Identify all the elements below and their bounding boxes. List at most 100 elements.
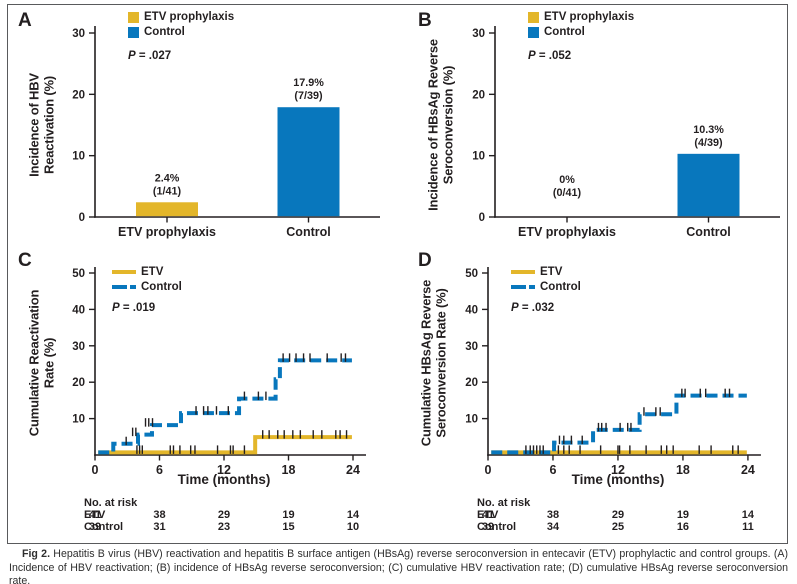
- curve-control: [491, 393, 747, 455]
- svg-text:20: 20: [72, 89, 85, 101]
- svg-text:0: 0: [479, 212, 485, 224]
- panel-c-xlabel: Time (months): [177, 472, 271, 487]
- panel-b-plot: 0 10 20 30 ETV prophylaxis 0%(0/41) Control 10.…: [472, 26, 780, 239]
- risk-table-d-row-control: Control: [477, 521, 517, 533]
- svg-text:20: 20: [465, 377, 478, 389]
- panel-d-xlabel: Time (months): [571, 472, 665, 487]
- svg-text:0: 0: [79, 212, 85, 224]
- svg-text:2.4%: 2.4%: [155, 172, 180, 184]
- svg-text:(0/41): (0/41): [553, 187, 582, 199]
- svg-text:ETV prophylaxis: ETV prophylaxis: [118, 225, 216, 239]
- svg-text:(1/41): (1/41): [153, 185, 182, 197]
- bar-ETV prophylaxis: [136, 202, 198, 217]
- risk-value: 29: [217, 509, 231, 521]
- risk-value: 41: [88, 509, 102, 521]
- risk-value: 10: [346, 521, 360, 533]
- svg-text:10: 10: [465, 414, 478, 426]
- risk-value: 34: [546, 521, 560, 533]
- legend-item-etv: ETV prophylaxis: [128, 11, 234, 23]
- panel-b-letter: B: [418, 10, 432, 31]
- etv-line-swatch-icon: [511, 270, 535, 274]
- svg-text:24: 24: [741, 463, 755, 477]
- svg-text:20: 20: [472, 89, 485, 101]
- svg-text:Control: Control: [286, 225, 330, 239]
- bar-Control: [277, 107, 340, 217]
- svg-text:24: 24: [346, 463, 360, 477]
- legend-item-control: Control: [511, 281, 581, 293]
- risk-table-d-header: No. at risk: [477, 497, 531, 509]
- control-line-swatch-icon: [511, 285, 535, 289]
- legend-item-etv: ETV prophylaxis: [528, 11, 634, 23]
- risk-value: 38: [153, 509, 166, 521]
- panel-d-ylabel: Cumulative HBsAg Reverse Seroconversion R…: [418, 279, 449, 447]
- risk-table-c-row-etv: ETV: [84, 509, 106, 521]
- panel-d-plot: 10 20 30 40 50 0 6 12 18 24: [465, 267, 761, 477]
- svg-text:10: 10: [72, 414, 85, 426]
- panel-d-pvalue: P = .032: [511, 302, 555, 314]
- svg-text:20: 20: [72, 377, 85, 389]
- risk-value: 39: [88, 521, 102, 533]
- svg-text:0%: 0%: [559, 174, 575, 186]
- svg-text:50: 50: [72, 268, 85, 280]
- risk-value: 16: [676, 521, 690, 533]
- risk-table-d-row-etv: ETV: [477, 509, 499, 521]
- risk-value: 19: [676, 509, 690, 521]
- legend-item-control: Control: [128, 26, 234, 38]
- svg-text:18: 18: [282, 463, 296, 477]
- bar-Control: [677, 153, 740, 217]
- svg-text:40: 40: [72, 304, 85, 316]
- risk-value: 14: [346, 509, 360, 521]
- panel-c-pvalue: P = .019: [112, 302, 156, 314]
- risk-value: 29: [611, 509, 625, 521]
- svg-text:0: 0: [485, 463, 492, 477]
- risk-value: 23: [217, 521, 231, 533]
- etv-swatch-icon: [128, 11, 139, 23]
- svg-text:40: 40: [465, 304, 478, 316]
- etv-swatch-icon: [528, 11, 539, 23]
- risk-value: 41: [481, 509, 495, 521]
- panel-b-ylabel: Incidence of HBsAg Reverse Seroconversion…: [425, 39, 456, 211]
- risk-value: 11: [742, 521, 754, 533]
- legend-item-control: Control: [112, 281, 182, 293]
- svg-text:17.9%: 17.9%: [293, 77, 324, 89]
- svg-text:ETV prophylaxis: ETV prophylaxis: [518, 225, 616, 239]
- legend-item-control: Control: [528, 26, 634, 38]
- control-line-swatch-icon: [112, 285, 136, 289]
- figure-caption: Fig 2. Hepatitis B virus (HBV) reactivat…: [9, 548, 788, 584]
- svg-text:(7/39): (7/39): [294, 90, 323, 102]
- risk-value: 19: [282, 509, 295, 521]
- panel-c-ylabel: Cumulative Reactivation Rate (%): [26, 289, 57, 437]
- panel-d-legend: ETV Control: [511, 266, 581, 293]
- svg-text:6: 6: [156, 463, 163, 477]
- panel-d-letter: D: [418, 250, 432, 271]
- svg-text:10: 10: [472, 151, 485, 163]
- risk-value: 39: [481, 521, 495, 533]
- risk-value: 14: [741, 509, 755, 521]
- svg-text:50: 50: [465, 268, 478, 280]
- panel-c-legend: ETV Control: [112, 266, 182, 293]
- svg-text:Control: Control: [686, 225, 730, 239]
- panel-c-letter: C: [18, 250, 32, 271]
- svg-text:(4/39): (4/39): [694, 137, 723, 149]
- caption-label: Fig 2.: [22, 548, 51, 560]
- control-swatch-icon: [128, 26, 139, 38]
- svg-text:30: 30: [472, 28, 485, 40]
- risk-value: 38: [546, 509, 560, 521]
- svg-text:30: 30: [465, 341, 478, 353]
- svg-text:10.3%: 10.3%: [693, 124, 724, 136]
- panel-b-legend: ETV prophylaxis Control: [528, 11, 634, 38]
- svg-text:30: 30: [72, 28, 85, 40]
- svg-text:10: 10: [72, 151, 85, 163]
- svg-text:12: 12: [217, 463, 231, 477]
- caption-text: Hepatitis B virus (HBV) reactivation and…: [9, 548, 788, 584]
- svg-text:0: 0: [92, 463, 99, 477]
- risk-value: 15: [282, 521, 295, 533]
- panel-a-letter: A: [18, 10, 32, 31]
- etv-line-swatch-icon: [112, 270, 136, 274]
- panel-a-plot: 0 10 20 30 ETV prophylaxis 2.4%(1/41) Control 1…: [72, 26, 380, 239]
- svg-text:18: 18: [676, 463, 690, 477]
- svg-text:12: 12: [611, 463, 625, 477]
- panel-c-plot: 10 20 30 40 50 0 6 12 18 24: [72, 267, 366, 477]
- control-swatch-icon: [528, 26, 539, 38]
